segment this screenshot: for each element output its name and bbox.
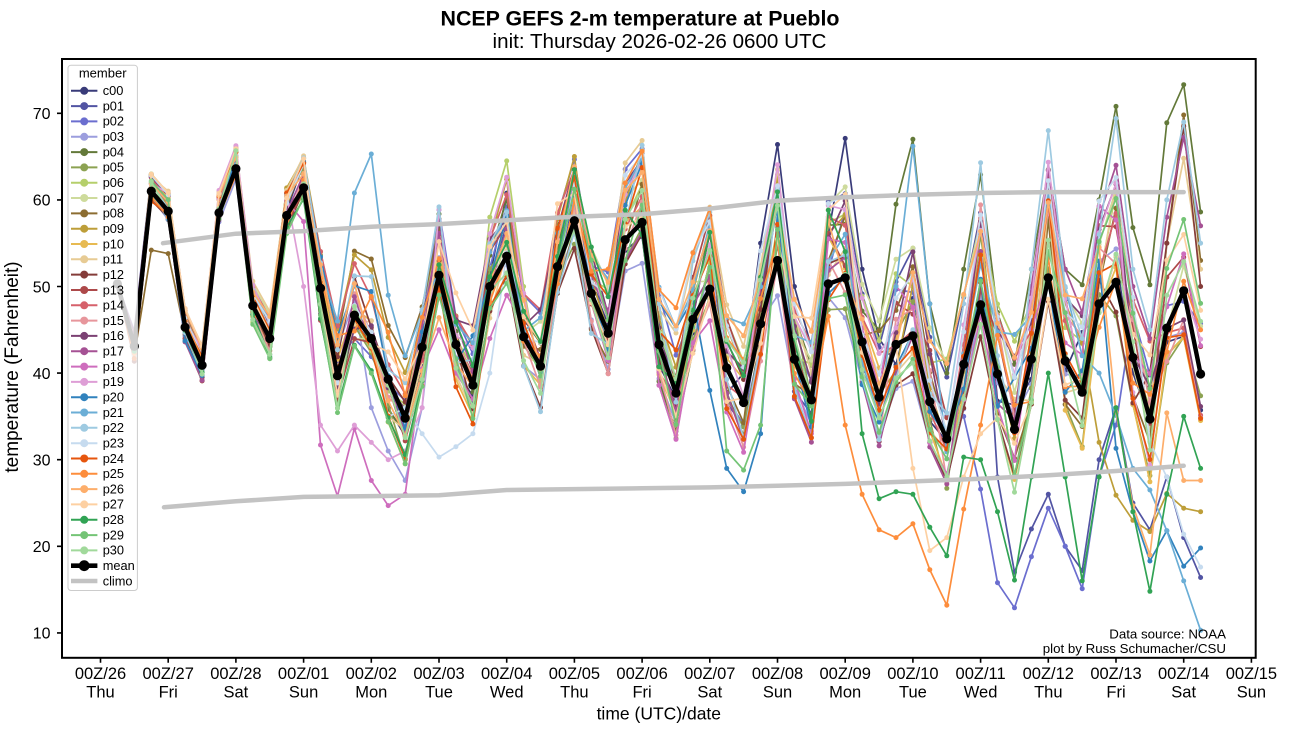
svg-text:Sat: Sat	[224, 684, 249, 702]
svg-text:Fri: Fri	[159, 684, 178, 702]
svg-text:p06: p06	[103, 175, 124, 190]
svg-text:p19: p19	[103, 374, 124, 389]
svg-text:00Z/12: 00Z/12	[1023, 665, 1074, 683]
svg-text:00Z/04: 00Z/04	[481, 665, 532, 683]
svg-text:init: Thursday 2026-02-26 0600: init: Thursday 2026-02-26 0600 UTC	[493, 30, 827, 53]
svg-text:p12: p12	[103, 267, 124, 282]
svg-text:p10: p10	[103, 236, 124, 251]
svg-text:Sat: Sat	[1171, 684, 1196, 702]
svg-text:Wed: Wed	[490, 684, 524, 702]
svg-text:10: 10	[33, 626, 51, 643]
svg-text:p01: p01	[103, 98, 124, 113]
svg-text:50: 50	[33, 279, 51, 296]
svg-text:plot by Russ Schumacher/CSU: plot by Russ Schumacher/CSU	[1043, 641, 1226, 656]
svg-text:member: member	[79, 66, 127, 81]
svg-text:p23: p23	[103, 436, 124, 451]
svg-text:Tue: Tue	[425, 684, 453, 702]
svg-text:p18: p18	[103, 359, 124, 374]
svg-text:p09: p09	[103, 221, 124, 236]
svg-text:NCEP GEFS 2-m temperature at P: NCEP GEFS 2-m temperature at Pueblo	[441, 7, 840, 31]
svg-text:temperature (Fahrenheit): temperature (Fahrenheit)	[2, 261, 23, 472]
svg-text:p30: p30	[103, 543, 124, 558]
svg-text:00Z/07: 00Z/07	[684, 665, 735, 683]
svg-text:00Z/03: 00Z/03	[413, 665, 464, 683]
svg-text:p02: p02	[103, 114, 124, 129]
svg-text:time (UTC)/date: time (UTC)/date	[597, 704, 721, 724]
svg-text:p07: p07	[103, 190, 124, 205]
svg-text:20: 20	[33, 539, 51, 556]
svg-text:c00: c00	[103, 83, 124, 98]
svg-text:p29: p29	[103, 527, 124, 542]
svg-text:p15: p15	[103, 313, 124, 328]
svg-text:00Z/26: 00Z/26	[75, 665, 126, 683]
svg-text:climo: climo	[103, 573, 133, 588]
svg-text:p21: p21	[103, 405, 124, 420]
svg-text:p16: p16	[103, 328, 124, 343]
svg-text:00Z/06: 00Z/06	[616, 665, 667, 683]
svg-text:Sun: Sun	[289, 684, 318, 702]
svg-text:Mon: Mon	[355, 684, 387, 702]
svg-text:p13: p13	[103, 282, 124, 297]
svg-text:p24: p24	[103, 451, 124, 466]
svg-text:p14: p14	[103, 298, 124, 313]
svg-text:Sat: Sat	[697, 684, 722, 702]
svg-text:00Z/13: 00Z/13	[1090, 665, 1141, 683]
svg-text:p05: p05	[103, 160, 124, 175]
svg-text:Sun: Sun	[1237, 684, 1266, 702]
svg-text:Thu: Thu	[560, 684, 588, 702]
svg-text:40: 40	[33, 366, 51, 383]
svg-text:Tue: Tue	[899, 684, 927, 702]
svg-text:p26: p26	[103, 481, 124, 496]
svg-text:00Z/11: 00Z/11	[956, 665, 1006, 683]
svg-text:00Z/15: 00Z/15	[1226, 665, 1277, 683]
svg-text:p08: p08	[103, 206, 124, 221]
svg-text:00Z/28: 00Z/28	[210, 665, 261, 683]
svg-text:Thu: Thu	[86, 684, 114, 702]
svg-text:p20: p20	[103, 390, 124, 405]
svg-text:p25: p25	[103, 466, 124, 481]
svg-text:00Z/02: 00Z/02	[346, 665, 397, 683]
svg-text:00Z/10: 00Z/10	[887, 665, 938, 683]
svg-text:Wed: Wed	[964, 684, 998, 702]
svg-text:70: 70	[33, 106, 51, 123]
svg-text:p17: p17	[103, 344, 124, 359]
svg-text:p27: p27	[103, 497, 124, 512]
svg-text:p04: p04	[103, 144, 124, 159]
svg-text:Data source: NOAA: Data source: NOAA	[1109, 627, 1226, 642]
svg-text:p03: p03	[103, 129, 124, 144]
svg-text:Fri: Fri	[632, 684, 651, 702]
svg-text:p11: p11	[103, 252, 123, 267]
svg-text:Mon: Mon	[829, 684, 861, 702]
svg-text:00Z/14: 00Z/14	[1158, 665, 1209, 683]
svg-text:00Z/05: 00Z/05	[549, 665, 600, 683]
svg-text:Thu: Thu	[1034, 684, 1062, 702]
svg-text:p28: p28	[103, 512, 124, 527]
svg-text:00Z/01: 00Z/01	[278, 665, 329, 683]
svg-text:mean: mean	[103, 558, 135, 573]
svg-text:30: 30	[33, 453, 51, 470]
svg-text:Fri: Fri	[1106, 684, 1125, 702]
svg-text:00Z/27: 00Z/27	[143, 665, 194, 683]
svg-text:00Z/08: 00Z/08	[752, 665, 803, 683]
svg-text:p22: p22	[103, 420, 124, 435]
svg-text:00Z/09: 00Z/09	[820, 665, 871, 683]
svg-text:Sun: Sun	[763, 684, 792, 702]
svg-text:60: 60	[33, 193, 51, 210]
